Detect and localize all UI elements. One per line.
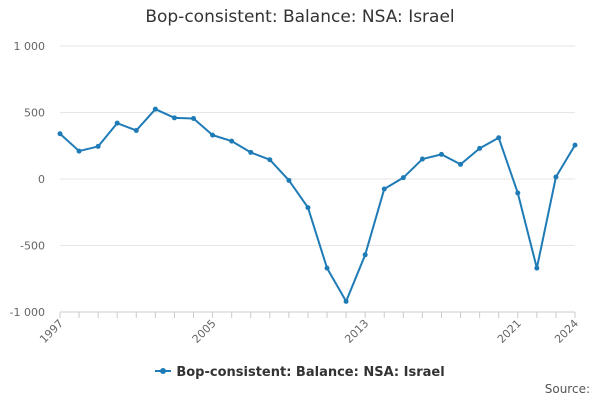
x-tick-label: 2013 bbox=[342, 317, 371, 346]
x-tick-label: 2024 bbox=[552, 317, 581, 346]
data-point[interactable] bbox=[515, 190, 521, 196]
data-point[interactable] bbox=[76, 148, 82, 154]
data-point[interactable] bbox=[248, 149, 254, 155]
data-point[interactable] bbox=[381, 186, 387, 192]
data-point[interactable] bbox=[419, 156, 425, 162]
x-axis: 1997 2005 2013 2021 2024 bbox=[37, 311, 581, 346]
data-point[interactable] bbox=[553, 174, 559, 180]
data-point[interactable] bbox=[152, 106, 158, 112]
y-tick-label: -500 bbox=[20, 240, 45, 253]
y-tick-label: 500 bbox=[24, 107, 45, 120]
data-point[interactable] bbox=[229, 138, 235, 144]
y-tick-label: 1 000 bbox=[14, 40, 46, 53]
data-point[interactable] bbox=[458, 161, 464, 167]
y-tick-label: -1 000 bbox=[10, 306, 45, 319]
y-tick-label: 0 bbox=[38, 173, 45, 186]
data-point[interactable] bbox=[477, 145, 483, 151]
data-point[interactable] bbox=[572, 142, 578, 148]
data-point[interactable] bbox=[400, 175, 406, 181]
gridlines bbox=[60, 45, 575, 313]
legend-swatch-icon bbox=[155, 367, 172, 374]
data-point[interactable] bbox=[534, 265, 540, 271]
data-point[interactable] bbox=[191, 115, 197, 121]
data-point[interactable] bbox=[438, 151, 444, 157]
data-point[interactable] bbox=[267, 157, 273, 163]
legend-label: Bop-consistent: Balance: NSA: Israel bbox=[176, 365, 445, 380]
chart-title: Bop-consistent: Balance: NSA: Israel bbox=[145, 7, 455, 27]
x-tick-label: 1997 bbox=[37, 317, 66, 346]
data-point[interactable] bbox=[210, 132, 216, 138]
series-line bbox=[59, 108, 576, 303]
data-point[interactable] bbox=[286, 177, 292, 183]
series-layer bbox=[57, 106, 578, 304]
data-point[interactable] bbox=[95, 143, 101, 149]
data-point[interactable] bbox=[114, 120, 120, 126]
y-axis: -1 000 -500 0 500 1 000 bbox=[10, 40, 45, 319]
data-point[interactable] bbox=[324, 265, 330, 271]
data-point[interactable] bbox=[171, 115, 177, 121]
x-tick-label: 2021 bbox=[495, 317, 524, 346]
legend[interactable]: Bop-consistent: Balance: NSA: Israel bbox=[0, 365, 600, 380]
data-point[interactable] bbox=[362, 252, 368, 258]
x-tick-label: 2005 bbox=[190, 317, 219, 346]
data-point[interactable] bbox=[305, 205, 311, 211]
data-point[interactable] bbox=[133, 127, 139, 133]
data-point[interactable] bbox=[343, 298, 349, 304]
source-label: Source: bbox=[544, 382, 590, 396]
data-point[interactable] bbox=[496, 135, 502, 141]
data-point[interactable] bbox=[57, 131, 63, 137]
